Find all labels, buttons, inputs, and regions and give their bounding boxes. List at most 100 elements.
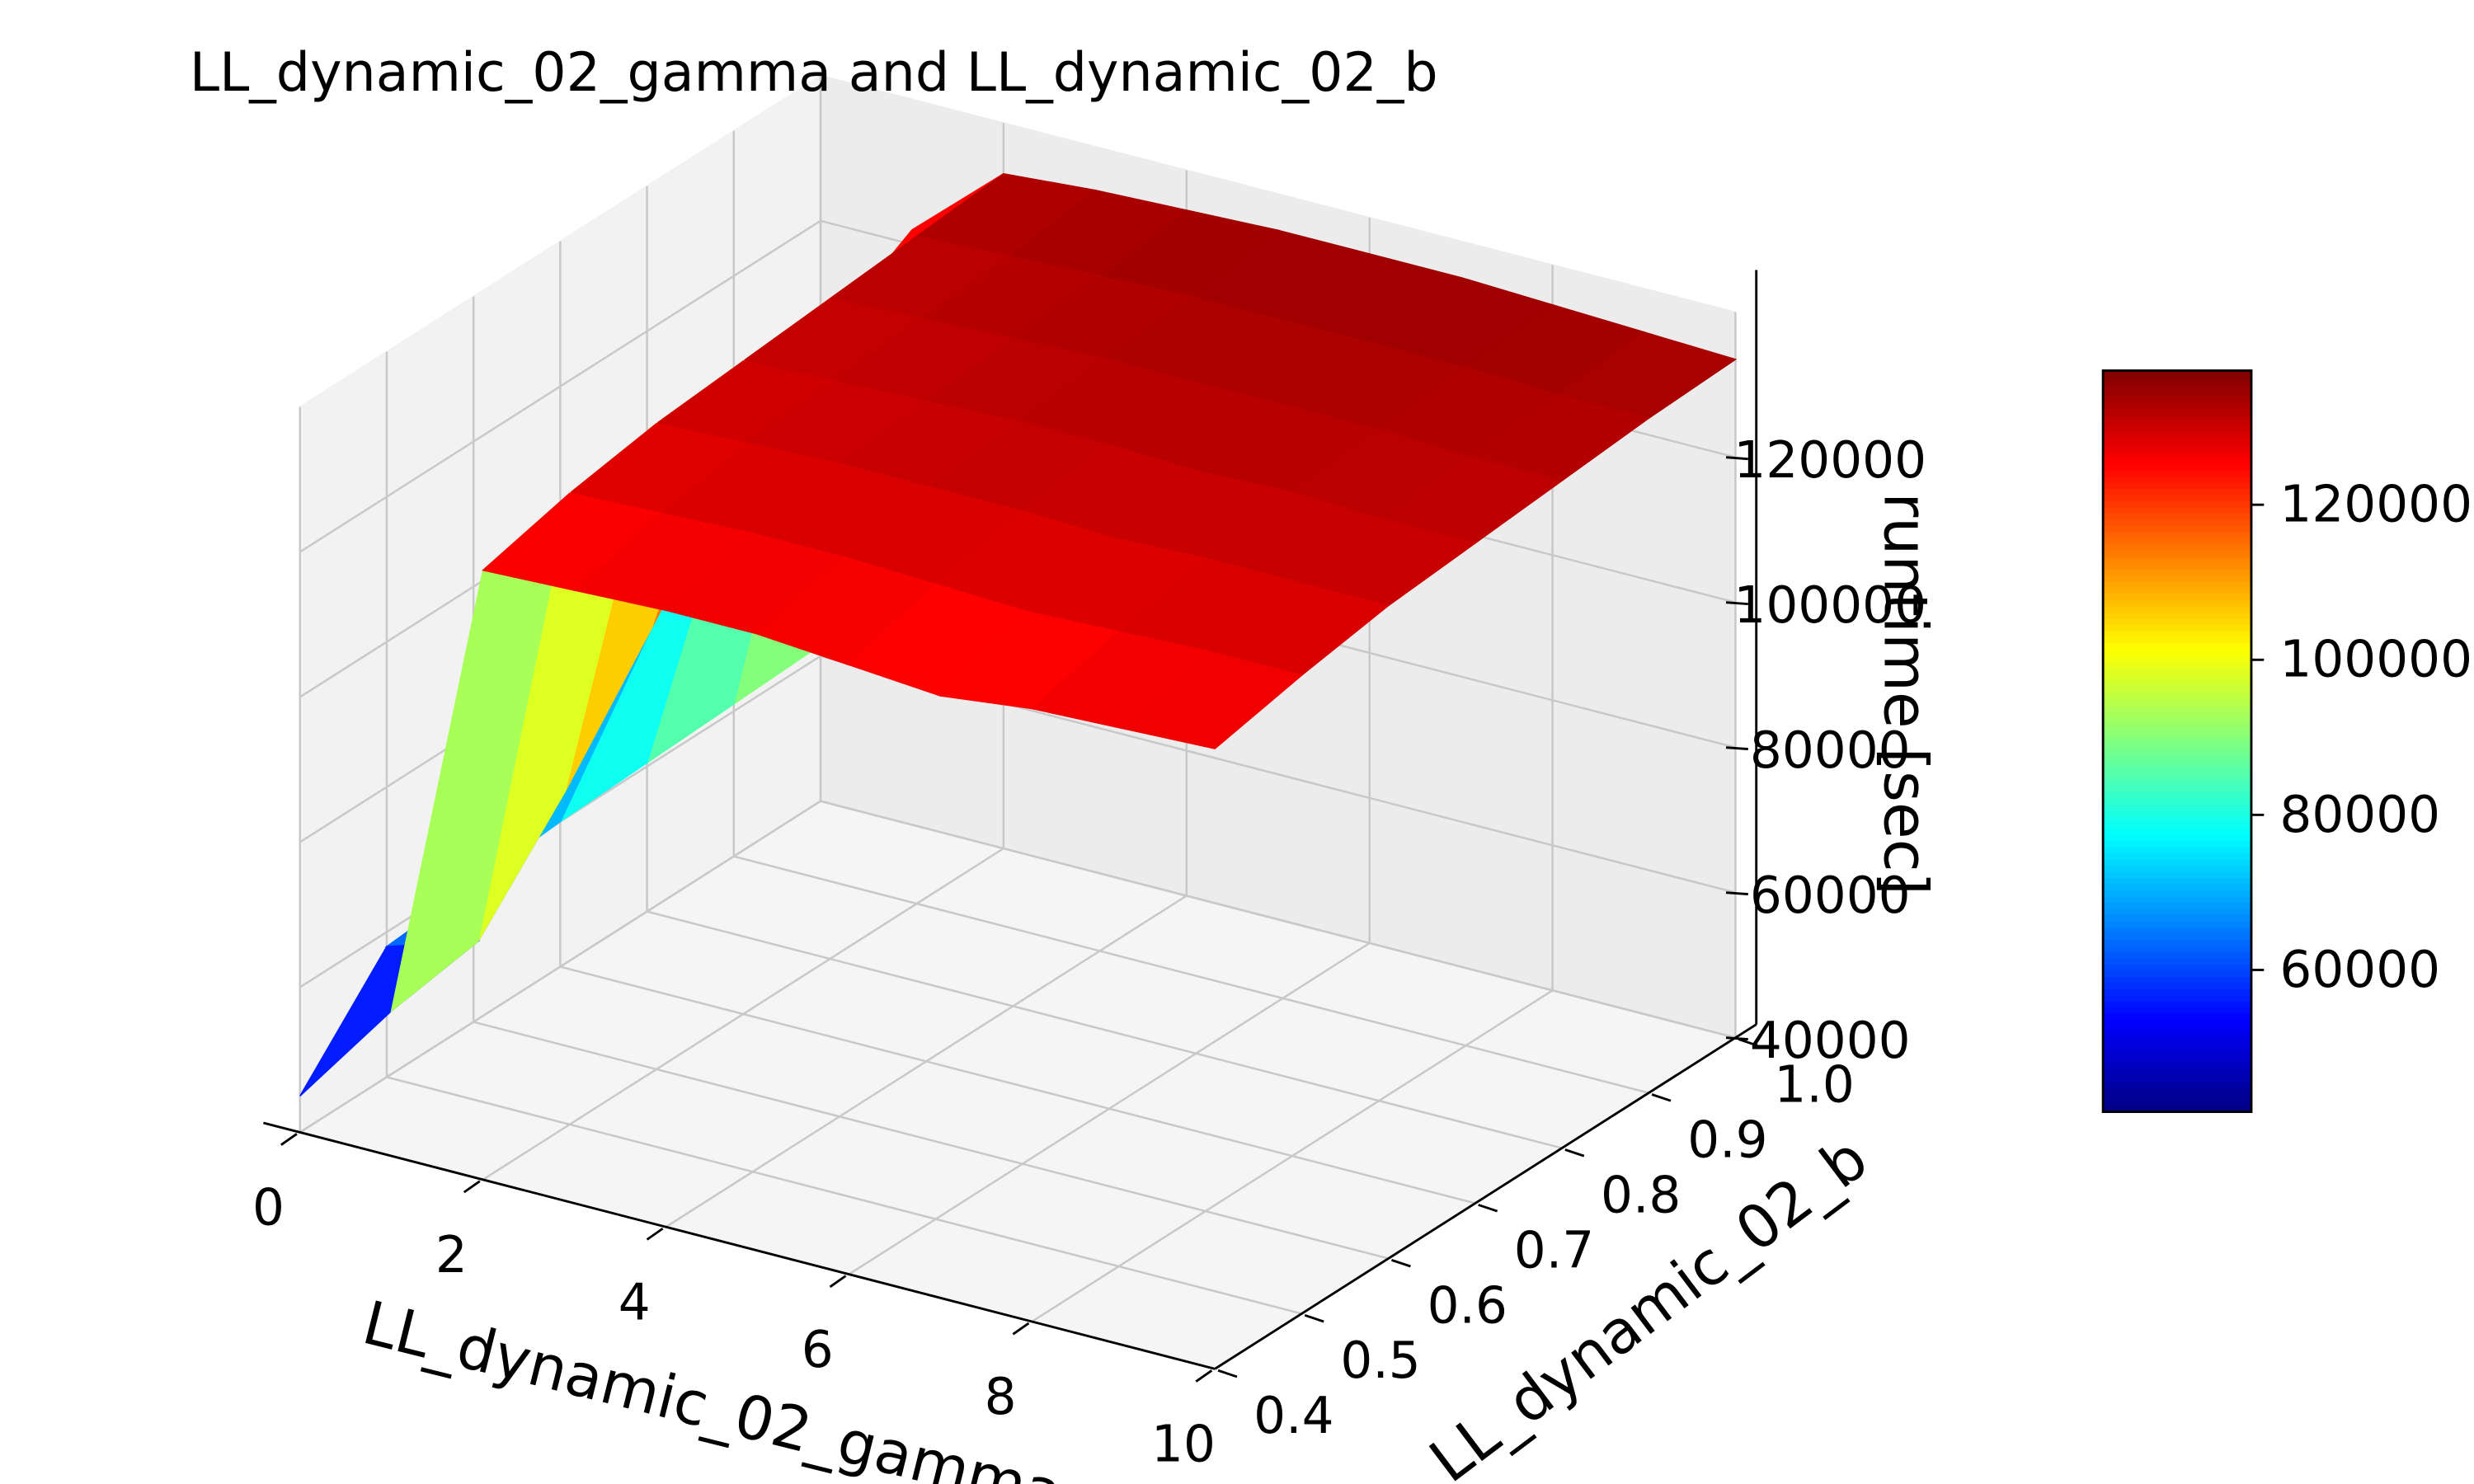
colorbar-step xyxy=(2103,1074,2251,1082)
y-tick xyxy=(1738,1038,1758,1047)
x-axis-label: LL_dynamic_02_gamma xyxy=(356,1289,1069,1484)
x-tick-label: 4 xyxy=(618,1273,651,1331)
y-tick xyxy=(1391,1259,1411,1268)
colorbar-step xyxy=(2103,1068,2251,1076)
colorbar-step xyxy=(2103,926,2251,934)
y-tick-label: 0.5 xyxy=(1340,1331,1420,1390)
x-tick-label: 0 xyxy=(252,1179,285,1237)
y-tick-label: 0.9 xyxy=(1687,1111,1767,1169)
x-tick xyxy=(280,1133,298,1146)
x-tick xyxy=(646,1227,664,1241)
y-tick xyxy=(1217,1369,1238,1378)
colorbar-step xyxy=(2103,741,2251,749)
chart-title: LL_dynamic_02_gamma and LL_dynamic_02_b xyxy=(190,42,1438,104)
colorbar-step xyxy=(2103,642,2251,650)
colorbar-step xyxy=(2103,1012,2251,1021)
colorbar-step xyxy=(2103,747,2251,755)
colorbar-step xyxy=(2103,988,2251,996)
colorbar-step xyxy=(2103,1037,2251,1045)
colorbar-step xyxy=(2103,815,2251,823)
colorbar-step xyxy=(2103,475,2251,483)
colorbar-step xyxy=(2103,1050,2251,1058)
colorbar-step xyxy=(2103,889,2251,897)
x-tick xyxy=(463,1180,481,1194)
colorbar-step xyxy=(2103,790,2251,798)
colorbar-step xyxy=(2103,512,2251,520)
colorbar-step xyxy=(2103,852,2251,860)
colorbar-step xyxy=(2103,871,2251,879)
colorbar-step xyxy=(2103,561,2251,570)
z-tick-label: 40000 xyxy=(1750,1012,1911,1070)
colorbar-step xyxy=(2103,932,2251,940)
colorbar-step xyxy=(2103,938,2251,946)
colorbar-step xyxy=(2103,834,2251,842)
colorbar-step xyxy=(2103,1000,2251,1008)
z-tick-label: 100000 xyxy=(1733,576,1926,635)
colorbar-step xyxy=(2103,827,2251,835)
colorbar-step xyxy=(2103,611,2251,619)
colorbar-step xyxy=(2103,655,2251,662)
colorbar-step xyxy=(2103,685,2251,693)
colorbar-step xyxy=(2103,444,2251,453)
colorbar-step xyxy=(2103,975,2251,984)
colorbar-step xyxy=(2103,809,2251,817)
axis-line xyxy=(1214,1023,1757,1370)
colorbar-frame xyxy=(2101,369,2253,1113)
grid-line xyxy=(473,1021,1389,1260)
colorbar-step xyxy=(2103,623,2251,632)
colorbar: 60000 80000 100000 120000 xyxy=(2101,369,2472,1113)
colorbar-step xyxy=(2103,1106,2251,1113)
colorbar-step xyxy=(2103,759,2251,768)
colorbar-step xyxy=(2103,1081,2251,1088)
colorbar-step xyxy=(2103,945,2251,952)
colorbar-step xyxy=(2103,1019,2251,1026)
y-tick xyxy=(1564,1148,1585,1158)
colorbar-step xyxy=(2103,766,2251,773)
z-axis-label: runtime [sec] xyxy=(1870,492,1939,895)
colorbar-step xyxy=(2103,407,2251,416)
colorbar-step xyxy=(2103,704,2251,711)
z-tick xyxy=(1725,891,1748,896)
colorbar-step xyxy=(2103,420,2251,428)
colorbar-step xyxy=(2103,796,2251,805)
grid-line xyxy=(647,910,1563,1149)
colorbar-step xyxy=(2103,697,2251,706)
colorbar-step xyxy=(2103,901,2251,909)
colorbar-step xyxy=(2103,494,2251,502)
x-tick xyxy=(1012,1322,1030,1336)
colorbar-step xyxy=(2103,1031,2251,1039)
colorbar-tick-label: 100000 xyxy=(2279,631,2472,689)
x-tick-label: 6 xyxy=(802,1321,834,1379)
grid-line xyxy=(733,855,1649,1094)
colorbar-step xyxy=(2103,729,2251,736)
y-tick-label: 1.0 xyxy=(1774,1055,1854,1114)
colorbar-step xyxy=(2103,667,2251,674)
colorbar-step xyxy=(2103,463,2251,471)
colorbar-step xyxy=(2103,784,2251,792)
colorbar-step xyxy=(2103,618,2251,625)
surface-patch xyxy=(1122,650,1304,749)
y-tick-label: 0.6 xyxy=(1427,1276,1507,1335)
colorbar-step xyxy=(2103,599,2251,607)
colorbar-step xyxy=(2103,722,2251,730)
colorbar-step xyxy=(2103,1056,2251,1064)
y-tick xyxy=(1304,1313,1324,1323)
colorbar-step xyxy=(2103,895,2251,903)
colorbar-step xyxy=(2103,846,2251,854)
colorbar-step xyxy=(2103,1099,2251,1107)
z-tick-label: 80000 xyxy=(1750,721,1911,780)
y-tick-label: 0.4 xyxy=(1253,1387,1333,1445)
colorbar-step xyxy=(2103,982,2251,989)
colorbar-step xyxy=(2103,692,2251,699)
x-tick-label: 8 xyxy=(985,1368,1017,1426)
colorbar-step xyxy=(2103,543,2251,551)
colorbar-step xyxy=(2103,593,2251,600)
y-tick-label: 0.8 xyxy=(1601,1166,1681,1224)
z-tick xyxy=(1725,746,1748,751)
z-tick xyxy=(1725,1036,1748,1041)
colorbar-step xyxy=(2103,580,2251,588)
colorbar-step xyxy=(2103,549,2251,557)
colorbar-step xyxy=(2103,500,2251,508)
